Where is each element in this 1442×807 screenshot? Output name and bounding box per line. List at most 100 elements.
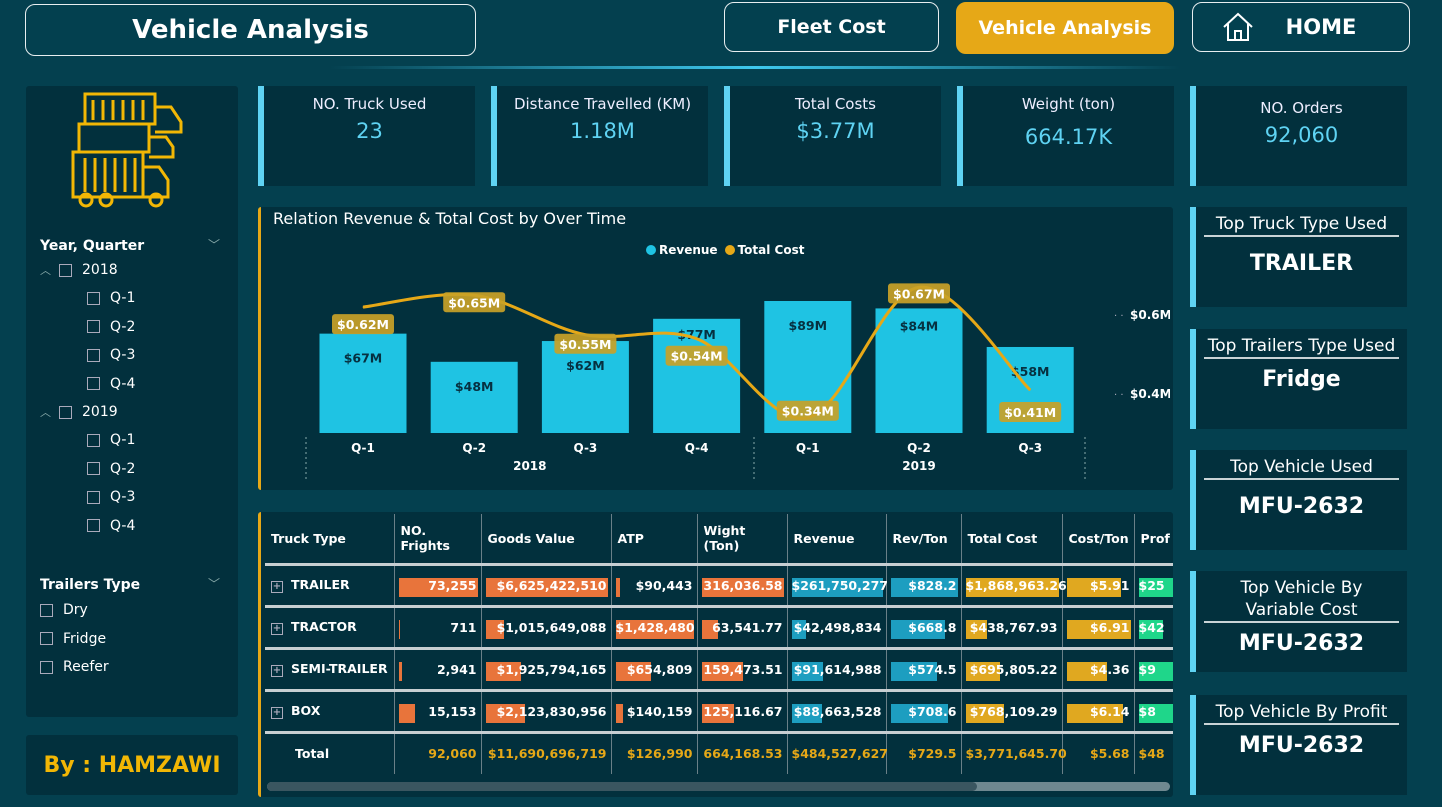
truck-type-cell: + TRACTOR	[265, 604, 395, 648]
card-title: Top Truck Type Used	[1204, 213, 1399, 237]
checkbox[interactable]	[59, 405, 72, 419]
total-cost-point[interactable]	[1029, 389, 1031, 391]
revenue-bar[interactable]	[319, 333, 407, 433]
slicer-quarter[interactable]: Q-4	[87, 376, 135, 392]
horizontal-scrollbar[interactable]	[267, 782, 1170, 791]
card-top-truck-type-used: Top Truck Type Used TRAILER	[1190, 207, 1407, 307]
column-header[interactable]: ATP	[611, 514, 698, 564]
total-cost-point[interactable]	[362, 306, 364, 308]
table-row[interactable]: + TRACTOR 711 $1,015,649,088 $1,428,480 63,54…	[265, 604, 1173, 648]
home-icon	[1223, 12, 1253, 41]
expand-icon[interactable]: +	[271, 707, 283, 719]
data-bar	[701, 577, 784, 597]
checkbox[interactable]	[87, 348, 100, 362]
card-value: MFU-2632	[1238, 494, 1365, 519]
table-cell: 159,473.51	[697, 646, 788, 690]
data-bar	[965, 577, 1059, 597]
table-row[interactable]: + SEMI-TRAILER 2,941 $1,925,794,165 $654,809…	[265, 646, 1173, 690]
truck-type-table: Truck Type NO. Frights Goods Value ATP Wight…	[258, 512, 1173, 797]
scrollbar-thumb[interactable]	[267, 782, 977, 791]
home-button[interactable]: HOME	[1192, 2, 1410, 52]
cost-label: $0.34M	[782, 404, 834, 419]
fleet-cost-button[interactable]: Fleet Cost	[724, 2, 939, 52]
data-bar	[1066, 577, 1122, 597]
total-cost-point[interactable]	[696, 338, 698, 340]
column-header[interactable]: Total Cost	[961, 514, 1063, 564]
column-header[interactable]: Prof	[1134, 514, 1173, 564]
slicer-quarter[interactable]: Q-4	[87, 518, 135, 534]
page-title: Vehicle Analysis	[25, 4, 476, 56]
slicer-quarter[interactable]: Q-2	[87, 319, 135, 335]
column-header[interactable]: NO. Frights	[394, 514, 482, 564]
slicer-year-2019[interactable]: ︿ 2019	[40, 404, 118, 420]
checkbox[interactable]	[59, 263, 72, 277]
revenue-bar[interactable]	[430, 361, 518, 433]
expand-icon[interactable]: +	[271, 623, 283, 635]
column-header[interactable]: Goods Value	[481, 514, 612, 564]
checkbox[interactable]	[87, 433, 100, 447]
revenue-bar[interactable]	[541, 341, 629, 433]
checkbox[interactable]	[87, 462, 100, 475]
checkbox[interactable]	[40, 632, 53, 645]
column-header[interactable]: Rev/Ton	[886, 514, 962, 564]
checkbox[interactable]	[40, 603, 53, 617]
revenue-bar[interactable]	[875, 308, 963, 433]
cost-label: $0.65M	[448, 295, 500, 310]
data-bar	[1138, 703, 1173, 723]
column-header[interactable]: Truck Type	[265, 514, 395, 564]
x-tick-label: Q-1	[351, 441, 375, 455]
column-header[interactable]: Wight (Ton)	[697, 514, 788, 564]
table-cell: 711	[394, 604, 482, 648]
data-bar	[398, 703, 415, 723]
data-bar	[701, 661, 743, 681]
slicer-year-2018[interactable]: ︿ 2018	[40, 262, 118, 278]
table-cell: $90,443	[611, 562, 698, 606]
card-top-vehicle-used: Top Vehicle Used MFU-2632	[1190, 450, 1407, 550]
slicer-quarter[interactable]: Q-2	[87, 461, 135, 477]
column-header[interactable]: Revenue	[787, 514, 887, 564]
slicer-quarter[interactable]: Q-1	[87, 290, 135, 306]
chevron-down-icon[interactable]: ﹀	[208, 238, 221, 252]
cell-value: 316,036.58	[703, 577, 783, 593]
table-cell: $768,109.29	[961, 688, 1063, 732]
data-bar	[615, 577, 621, 597]
slicer-quarter[interactable]: Q-3	[87, 347, 135, 363]
column-header[interactable]: Cost/Ton	[1062, 514, 1135, 564]
cost-label: $0.62M	[337, 317, 389, 332]
data-bar	[701, 619, 718, 639]
table-row[interactable]: + TRAILER 73,255 $6,625,422,510 $90,443 316,0…	[265, 562, 1173, 606]
cell-value: $42,498,834	[793, 619, 882, 635]
x-tick-label: Q-3	[1018, 441, 1042, 455]
checkbox[interactable]	[87, 519, 100, 532]
checkbox[interactable]	[40, 660, 53, 674]
checkbox[interactable]	[87, 377, 100, 390]
data-bar	[485, 703, 525, 723]
cell-value: $695,805.22	[969, 661, 1058, 677]
slicer-quarter[interactable]: Q-3	[87, 489, 135, 505]
quarter-label: Q-3	[110, 347, 136, 363]
chevron-down-icon[interactable]: ﹀	[208, 577, 221, 591]
slicer-trailer-fridge[interactable]: Fridge	[40, 631, 106, 647]
data-bar	[965, 619, 988, 639]
vehicle-analysis-button[interactable]: Vehicle Analysis	[956, 2, 1174, 54]
quarter-label: Q-3	[110, 489, 136, 505]
expand-icon[interactable]: +	[271, 665, 283, 677]
chevron-up-icon[interactable]: ︿	[40, 264, 51, 277]
cell-value: 2,941	[436, 661, 477, 677]
data-bar	[965, 703, 1004, 723]
table-row[interactable]: + BOX 15,153 $2,123,830,956 $140,159 125,116.…	[265, 688, 1173, 732]
table-cell: $140,159	[611, 688, 698, 732]
slicer-trailer-reefer[interactable]: Reefer	[40, 659, 109, 675]
checkbox[interactable]	[87, 490, 100, 504]
slicer-trailer-dry[interactable]: Dry	[40, 602, 88, 618]
cell-value: 15,153	[428, 703, 477, 719]
checkbox[interactable]	[87, 291, 100, 305]
chevron-up-icon[interactable]: ︿	[40, 406, 51, 419]
y2-tick-label: $0.4M	[1130, 387, 1170, 401]
expand-icon[interactable]: +	[271, 581, 283, 593]
total-cell: $484,527,627	[787, 730, 888, 774]
checkbox[interactable]	[87, 320, 100, 333]
data-bar	[791, 703, 823, 723]
cell-value: $574.5	[908, 661, 957, 677]
slicer-quarter[interactable]: Q-1	[87, 432, 135, 448]
